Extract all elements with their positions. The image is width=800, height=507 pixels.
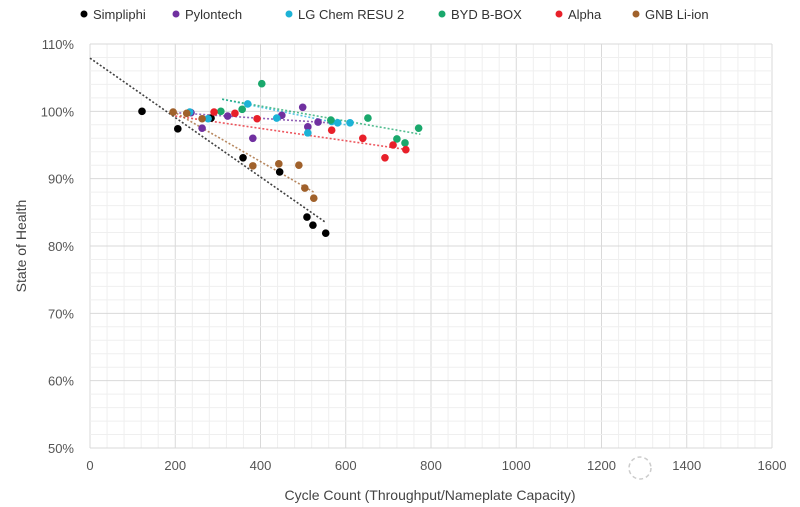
- data-point: [210, 108, 218, 116]
- data-point: [309, 221, 317, 229]
- data-point: [174, 125, 182, 133]
- y-tick-label: 70%: [48, 306, 74, 321]
- data-point: [198, 124, 206, 132]
- data-point: [272, 114, 281, 122]
- data-point: [304, 123, 312, 131]
- watermark-logo-icon: [628, 456, 652, 480]
- legend: Simpliphi Pylontech LG Chem RESU 2 BYD B-BO…: [80, 7, 709, 22]
- grid: [89, 43, 773, 449]
- trendline-5: [172, 110, 315, 193]
- data-point: [204, 114, 212, 123]
- x-tick-label: 600: [335, 458, 357, 473]
- data-point: [303, 213, 311, 221]
- data-point: [402, 145, 410, 154]
- legend-item: BYD B-BOX: [438, 7, 522, 22]
- x-tick-label: 800: [420, 458, 442, 473]
- legend-item: Simpliphi: [80, 7, 146, 22]
- data-point: [231, 109, 239, 118]
- data-point: [253, 114, 261, 123]
- data-point: [393, 135, 401, 143]
- x-tick-label: 200: [164, 458, 186, 473]
- legend-item: GNB Li-ion: [632, 7, 709, 22]
- x-tick-label: 1600: [758, 458, 787, 473]
- data-point: [301, 184, 309, 192]
- x-ticks: 0 200 400 600 800 1000 1200 1400 1600: [86, 458, 786, 473]
- data-point: [243, 100, 252, 108]
- y-axis-label: State of Health: [13, 200, 29, 293]
- y-ticks: 50% 60% 70% 80% 90% 100% 110%: [41, 37, 75, 456]
- data-point: [249, 134, 257, 143]
- data-point: [321, 229, 330, 238]
- data-point: [198, 114, 206, 123]
- data-point: [275, 160, 283, 168]
- data-point: [381, 153, 389, 162]
- trendline-0: [89, 57, 327, 224]
- legend-marker: [555, 10, 563, 18]
- trendline-1: [175, 111, 329, 124]
- data-point: [327, 116, 335, 124]
- y-tick-label: 80%: [48, 239, 74, 254]
- legend-item: Pylontech: [172, 7, 242, 22]
- data-point: [238, 105, 246, 114]
- legend-label: Alpha: [568, 7, 602, 22]
- y-tick-label: 110%: [42, 37, 75, 52]
- data-point: [239, 153, 247, 162]
- data-point: [389, 141, 397, 149]
- data-point: [346, 118, 354, 127]
- data-point: [314, 118, 322, 126]
- y-tick-label: 90%: [48, 172, 74, 187]
- data-point: [275, 168, 284, 176]
- legend-label: Simpliphi: [93, 7, 146, 22]
- legend-marker: [438, 10, 446, 18]
- legend-marker: [632, 10, 640, 18]
- legend-label: Pylontech: [185, 7, 242, 22]
- y-tick-label: 100%: [41, 104, 75, 119]
- data-point: [333, 118, 342, 127]
- trendline-4: [175, 115, 408, 151]
- y-tick-label: 60%: [48, 374, 74, 389]
- x-axis-label: Cycle Count (Throughput/Nameplate Capaci…: [284, 487, 575, 503]
- data-point: [304, 129, 312, 137]
- data-point: [359, 134, 367, 143]
- legend-item: LG Chem RESU 2: [285, 7, 404, 22]
- data-point: [223, 112, 232, 120]
- data-points: [138, 79, 423, 238]
- legend-label: LG Chem RESU 2: [298, 7, 404, 22]
- data-point: [217, 107, 225, 116]
- data-point: [182, 109, 191, 118]
- x-tick-label: 1200: [587, 458, 616, 473]
- trendline-3: [221, 98, 421, 136]
- x-tick-label: 1400: [672, 458, 701, 473]
- data-point: [249, 162, 257, 170]
- data-point: [138, 107, 146, 116]
- data-point: [327, 126, 336, 134]
- trendlines: [89, 57, 421, 224]
- y-tick-label: 50%: [48, 441, 74, 456]
- x-tick-label: 1000: [502, 458, 531, 473]
- legend-marker: [80, 10, 88, 18]
- legend-label: GNB Li-ion: [645, 7, 709, 22]
- data-point: [169, 108, 177, 116]
- data-point: [364, 114, 372, 122]
- legend-marker: [285, 10, 293, 18]
- legend-label: BYD B-BOX: [451, 7, 522, 22]
- x-tick-label: 400: [250, 458, 272, 473]
- x-tick-label: 0: [86, 458, 93, 473]
- legend-item: Alpha: [555, 7, 602, 22]
- legend-marker: [172, 10, 180, 18]
- data-point: [309, 194, 318, 202]
- data-point: [298, 103, 307, 112]
- data-point: [257, 79, 266, 88]
- data-point: [401, 139, 409, 147]
- data-point: [295, 161, 303, 169]
- data-point: [414, 124, 423, 132]
